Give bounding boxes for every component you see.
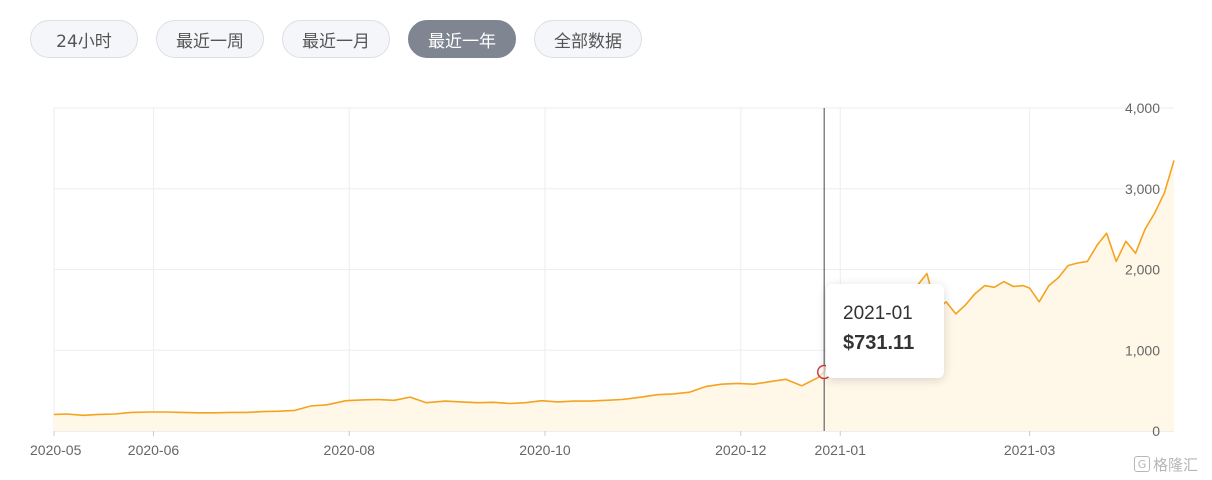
x-tick-label: 2020-08 bbox=[324, 442, 376, 458]
x-tick-label: 2021-03 bbox=[1004, 442, 1056, 458]
range-week-button[interactable]: 最近一周 bbox=[156, 20, 264, 58]
series-line bbox=[53, 160, 1175, 417]
y-tick-label: 3,000 bbox=[1125, 181, 1160, 197]
range-selector: 24小时 最近一周 最近一月 最近一年 全部数据 bbox=[30, 20, 642, 58]
range-24h-button[interactable]: 24小时 bbox=[30, 20, 138, 58]
chart-tooltip: 2021-01 $731.11 bbox=[826, 284, 944, 378]
range-month-button[interactable]: 最近一月 bbox=[282, 20, 390, 58]
y-tick-label: 1,000 bbox=[1125, 342, 1160, 358]
y-tick-label: 2,000 bbox=[1125, 262, 1160, 278]
watermark-text: 格隆汇 bbox=[1153, 455, 1199, 474]
x-tick-label: 2021-01 bbox=[815, 442, 867, 458]
x-tick-label: 2020-10 bbox=[519, 442, 571, 458]
x-axis-ticks: 2020-05 2020-06 2020-08 2020-10 2020-12 2021-… bbox=[30, 431, 1055, 458]
x-tick-label: 2020-12 bbox=[715, 442, 767, 458]
tooltip-date: 2021-01 bbox=[843, 303, 913, 324]
chart-line-layer bbox=[53, 160, 1175, 417]
watermark-logo-icon: G bbox=[1134, 456, 1150, 472]
y-tick-label: 0 bbox=[1152, 423, 1160, 439]
tooltip-value: $731.11 bbox=[843, 332, 915, 354]
range-year-button[interactable]: 最近一年 bbox=[408, 20, 516, 58]
x-tick-label: 2020-05 bbox=[30, 442, 82, 458]
series-area bbox=[54, 160, 1174, 431]
y-axis-ticks: 0 1,000 2,000 3,000 4,000 bbox=[1125, 100, 1160, 439]
watermark: G 格隆汇 bbox=[1134, 453, 1198, 475]
chart-area-fill bbox=[54, 160, 1174, 431]
x-tick-label: 2020-06 bbox=[128, 442, 180, 458]
y-tick-label: 4,000 bbox=[1125, 100, 1160, 116]
range-all-button[interactable]: 全部数据 bbox=[534, 20, 642, 58]
